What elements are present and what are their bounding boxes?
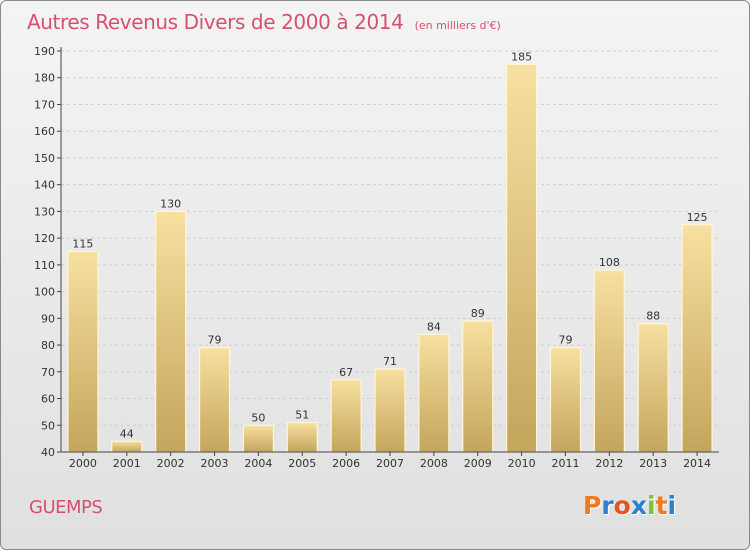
- data-label: 130: [160, 197, 181, 210]
- data-label: 79: [208, 334, 222, 347]
- brand-letter: o: [613, 491, 631, 520]
- brand-letter: r: [601, 491, 614, 520]
- axes: [57, 47, 719, 456]
- brand-letter: i: [667, 491, 677, 520]
- y-tick-label: 80: [41, 339, 55, 352]
- data-label: 71: [383, 355, 397, 368]
- x-tick-label: 2013: [639, 457, 667, 470]
- y-tick-label: 160: [34, 125, 55, 138]
- bar: [462, 320, 494, 453]
- x-tick-label: 2009: [464, 457, 492, 470]
- bar: [374, 368, 406, 453]
- x-tick-label: 2010: [508, 457, 536, 470]
- bars: [67, 63, 713, 453]
- brand-letter: i: [647, 491, 656, 520]
- y-tick-label: 70: [41, 366, 55, 379]
- x-tick-label: 2005: [288, 457, 316, 470]
- x-tick-label: 2004: [244, 457, 272, 470]
- brand-logo: Proxiti: [583, 491, 676, 520]
- bar: [286, 421, 318, 453]
- data-label: 125: [687, 211, 708, 224]
- bar: [330, 379, 362, 453]
- x-tick-label: 2003: [201, 457, 229, 470]
- bar: [506, 63, 538, 453]
- brand-letter: x: [630, 491, 647, 520]
- bar: [681, 224, 713, 453]
- y-tick-label: 130: [34, 205, 55, 218]
- data-label: 108: [599, 256, 620, 269]
- chart-title: Autres Revenus Divers de 2000 à 2014: [27, 10, 404, 34]
- x-tick-label: 2007: [376, 457, 404, 470]
- x-tick-label: 2011: [551, 457, 579, 470]
- data-label: 44: [120, 427, 134, 440]
- x-tick-label: 2014: [683, 457, 711, 470]
- y-tick-label: 90: [41, 312, 55, 325]
- y-tick-label: 140: [34, 179, 55, 192]
- data-label: 67: [339, 366, 353, 379]
- bar: [637, 323, 669, 453]
- x-tick-label: 2000: [69, 457, 97, 470]
- data-label: 88: [646, 310, 660, 323]
- data-label: 115: [72, 238, 93, 251]
- bar: [67, 250, 99, 453]
- y-tick-label: 120: [34, 232, 55, 245]
- y-tick-label: 50: [41, 419, 55, 432]
- y-tick-label: 150: [34, 152, 55, 165]
- brand-letter: P: [583, 491, 602, 520]
- data-label: 84: [427, 320, 441, 333]
- y-tick-label: 110: [34, 259, 55, 272]
- y-tick-label: 40: [41, 446, 55, 459]
- x-tick-label: 2001: [113, 457, 141, 470]
- bar: [242, 424, 274, 453]
- bar: [198, 347, 231, 453]
- chart-subtitle: (en milliers d'€): [414, 19, 501, 32]
- x-tick-label: 2008: [420, 457, 448, 470]
- data-label: 51: [295, 409, 309, 422]
- location-name: GUEMPS: [29, 497, 103, 518]
- x-tick-label: 2006: [332, 457, 360, 470]
- chart-title-row: Autres Revenus Divers de 2000 à 2014 (en…: [27, 10, 501, 34]
- data-label: 185: [511, 50, 532, 63]
- y-tick-label: 170: [34, 98, 55, 111]
- brand-letter: t: [655, 491, 668, 520]
- y-tick-label: 60: [41, 393, 55, 406]
- y-tick-label: 100: [34, 286, 55, 299]
- bar: [111, 440, 143, 453]
- x-tick-label: 2002: [157, 457, 185, 470]
- y-tick-label: 190: [34, 45, 55, 58]
- bar: [549, 347, 582, 453]
- bar: [418, 333, 450, 453]
- labels: 40 50 60 70 80 90 100 110 120 130 140 150 160 170 180 1…: [34, 45, 711, 470]
- x-tick-label: 2012: [595, 457, 623, 470]
- y-tick-label: 180: [34, 72, 55, 85]
- bar: [593, 269, 625, 453]
- data-label: 89: [471, 307, 485, 320]
- data-label: 79: [558, 334, 572, 347]
- data-label: 50: [251, 411, 265, 424]
- bar: [155, 210, 187, 453]
